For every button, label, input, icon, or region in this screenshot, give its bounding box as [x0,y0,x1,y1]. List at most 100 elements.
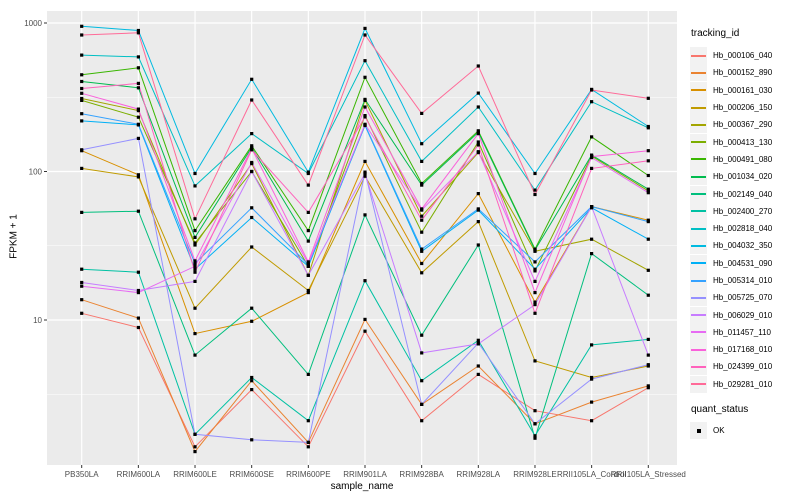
data-point [420,218,424,222]
data-point [250,144,254,148]
data-point [193,267,197,271]
legend-item-label: Hb_000161_030 [713,85,773,95]
data-point [250,98,254,102]
legend-item-Hb_000367_290: Hb_000367_290 [690,116,800,134]
x-tick-label: RRII105LA_Stressed [611,470,686,479]
data-point [420,111,424,115]
data-point [646,337,650,341]
data-point [250,160,254,165]
legend-item-Hb_000491_080: Hb_000491_080 [690,150,800,168]
data-point [590,155,594,159]
legend-item-label: Hb_001034_020 [713,172,773,182]
legend-item-label: Hb_011457_110 [713,327,771,337]
data-point [646,220,650,224]
data-point [646,173,650,178]
legend-item-Hb_000106_040: Hb_000106_040 [690,47,800,65]
data-point [646,353,650,357]
legend: tracking_id Hb_000106_040 Hb_000152_890 Hb… [690,28,800,440]
data-point [533,311,537,315]
data-point [476,132,480,136]
x-axis-title: sample_name [330,481,394,492]
x-tick-label: RRIM928LE [513,470,557,479]
data-point [80,311,84,315]
data-point [363,213,367,217]
legend-item-Hb_000413_130: Hb_000413_130 [690,133,800,151]
data-point [193,450,197,454]
data-point [80,91,84,95]
legend-key-line-icon [690,254,707,272]
data-point [136,325,140,330]
data-point [420,333,424,337]
data-point [533,192,537,197]
x-tick-label: RRII105LA_Control [557,470,627,479]
legend-item-label: Hb_024399_010 [713,362,773,372]
data-point [420,159,424,163]
legend-item-label: Hb_002149_040 [713,189,773,199]
legend-item-Hb_002149_040: Hb_002149_040 [690,185,800,203]
data-point [476,372,480,376]
x-tick-label: RRIM600LA [117,470,161,479]
data-point [533,171,537,176]
data-point [136,136,140,140]
data-point [193,264,197,268]
data-point [590,419,594,423]
data-point [250,375,254,380]
data-point [590,252,594,256]
legend-item-quant-ok: OK [690,422,800,440]
legend-key-line-icon [690,81,707,99]
data-point [80,166,84,170]
data-point [80,79,84,84]
data-point [646,386,650,390]
data-point [420,142,424,146]
legend-title-quant-status: quant_status [691,403,749,415]
data-point [250,132,254,136]
data-point [363,26,367,30]
chart-panel [47,11,677,465]
legend-items: Hb_000106_040 Hb_000152_890 Hb_000161_030 H… [690,47,800,393]
legend-item-label: Hb_005725_070 [713,293,773,303]
data-point [136,81,140,85]
legend-item-Hb_004531_090: Hb_004531_090 [690,254,800,272]
legend-item-label: Hb_002818_040 [713,224,773,234]
legend-item-Hb_002818_040: Hb_002818_040 [690,220,800,238]
data-point [136,28,140,33]
data-point [420,230,424,234]
data-point [80,73,84,77]
legend-item-Hb_024399_010: Hb_024399_010 [690,358,800,376]
data-point [533,422,537,426]
x-tick-label: RRIM600LE [173,470,217,479]
legend-item-label: Hb_005314_010 [713,276,773,285]
legend-item-label: OK [713,426,725,436]
data-point [363,115,367,119]
x-tick-label: RRIM928BA [399,470,444,479]
data-point [533,188,537,192]
data-point [306,291,310,295]
data-point [476,91,480,95]
data-point [136,115,140,119]
data-point [80,298,84,302]
y-tick-label: 100 [29,167,43,176]
data-point [533,248,537,252]
legend-item-Hb_000206_150: Hb_000206_150 [690,99,800,117]
data-point [80,112,84,116]
data-point [420,402,424,406]
legend-item-Hb_005314_010: Hb_005314_010 [690,272,800,289]
legend-key-line-icon [690,47,707,65]
data-point [363,105,367,109]
data-point [306,210,310,214]
data-point [193,217,197,221]
data-point [306,419,310,423]
data-point [420,207,424,211]
data-point [590,237,594,241]
data-point [306,183,310,187]
legend-key-line-icon [690,323,707,341]
data-point [363,122,367,126]
legend-item-Hb_001034_020: Hb_001034_020 [690,168,800,186]
data-point [476,192,480,196]
x-tick-label: RRIM600PE [286,470,330,479]
data-point [80,96,84,101]
data-point [533,436,537,440]
data-point [80,284,84,288]
data-point [193,241,197,245]
